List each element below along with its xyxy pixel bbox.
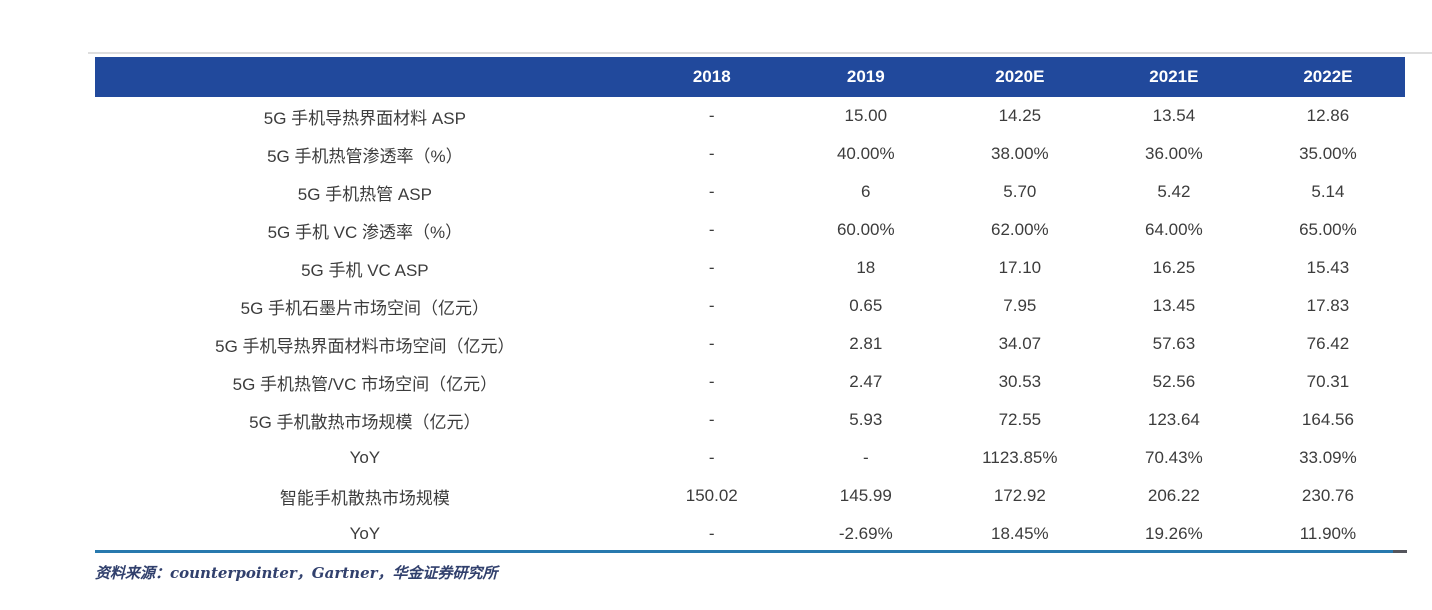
column-header: 2018 (692, 67, 731, 86)
table-row: YoY - - 1123.85% 70.43% 33.09% (95, 439, 1405, 477)
row-label: YoY (349, 448, 381, 467)
cell-value: 62.00% (991, 220, 1049, 239)
cell-value: 34.07 (998, 334, 1042, 353)
cell-value: 70.43% (1145, 448, 1203, 467)
cell-value: 12.86 (1306, 106, 1350, 125)
cell-value: - (708, 144, 715, 163)
table-row: 5G 手机 VC 渗透率（%） - 60.00% 62.00% 64.00% 65.00% (95, 211, 1405, 249)
row-label: 5G 手机导热界面材料市场空间（亿元） (215, 336, 515, 356)
cell-value: 2.81 (849, 334, 883, 353)
column-header: 2021E (1149, 67, 1199, 86)
table-row: 5G 手机导热界面材料市场空间（亿元） - 2.81 34.07 57.63 76.42 (95, 325, 1405, 363)
cell-value: - (708, 448, 715, 467)
cell-value: 123.64 (1147, 410, 1200, 429)
row-label: 5G 手机热管/VC 市场空间（亿元） (232, 374, 498, 394)
cell-value: 52.56 (1152, 372, 1196, 391)
cell-value: 5.70 (1003, 182, 1037, 201)
table-header-row: 2018 2019 2020E 2021E 2022E (95, 57, 1405, 97)
cell-value: -2.69% (838, 524, 893, 543)
cell-value: 230.76 (1301, 486, 1354, 505)
cell-value: 19.26% (1145, 524, 1203, 543)
cell-value: 70.31 (1306, 372, 1350, 391)
cell-value: 145.99 (839, 486, 892, 505)
cell-value: 17.10 (998, 258, 1042, 277)
column-header: 2020E (995, 67, 1045, 86)
cell-value: 18.45% (991, 524, 1049, 543)
cell-value: 33.09% (1299, 448, 1357, 467)
column-header: 2019 (846, 67, 885, 86)
market-forecast-table: 2018 2019 2020E 2021E 2022E 5G 手机导热界面材料 ASP -… (95, 57, 1405, 553)
column-header: 2022E (1303, 67, 1353, 86)
cell-value: 1123.85% (982, 448, 1058, 467)
cell-value: 5.42 (1157, 182, 1191, 201)
row-label: 5G 手机 VC 渗透率（%） (267, 222, 463, 242)
table-row: 5G 手机热管 ASP - 6 5.70 5.42 5.14 (95, 173, 1405, 211)
cell-value: 60.00% (836, 220, 895, 239)
bottom-divider-line (95, 550, 1407, 553)
cell-value: 5.14 (1311, 182, 1345, 201)
cell-value: 13.54 (1152, 106, 1196, 125)
cell-value: - (708, 372, 715, 391)
cell-value: - (708, 220, 715, 239)
table-row: 5G 手机导热界面材料 ASP - 15.00 14.25 13.54 12.86 (95, 97, 1405, 135)
cell-value: 2.47 (849, 372, 883, 391)
row-label: 5G 手机热管渗透率（%） (267, 146, 463, 166)
table-row: 智能手机散热市场规模 150.02 145.99 172.92 206.22 230.76 (95, 477, 1405, 515)
table-row: 5G 手机石墨片市场空间（亿元） - 0.65 7.95 13.45 17.83 (95, 287, 1405, 325)
table-row: 5G 手机热管渗透率（%） - 40.00% 38.00% 36.00% 35.00% (95, 135, 1405, 173)
row-label: YoY (349, 524, 381, 543)
cell-value: 36.00% (1145, 144, 1203, 163)
cell-value: 16.25 (1152, 258, 1196, 277)
cell-value: 57.63 (1152, 334, 1196, 353)
cell-value: 72.55 (998, 410, 1042, 429)
cell-value: 172.92 (993, 486, 1046, 505)
cell-value: - (708, 296, 715, 315)
cell-value: 15.00 (844, 106, 888, 125)
row-label: 5G 手机 VC ASP (301, 260, 429, 280)
table-row: 5G 手机散热市场规模（亿元） - 5.93 72.55 123.64 164.56 (95, 401, 1405, 439)
cell-value: 38.00% (991, 144, 1049, 163)
line-end-cap (1393, 550, 1407, 553)
cell-value: 15.43 (1306, 258, 1350, 277)
cell-value: - (708, 106, 715, 125)
cell-value: 17.83 (1306, 296, 1350, 315)
cell-value: 164.56 (1301, 410, 1354, 429)
cell-value: - (708, 410, 715, 429)
cell-value: - (708, 334, 715, 353)
cell-value: 65.00% (1299, 220, 1357, 239)
table-row: 5G 手机热管/VC 市场空间（亿元） - 2.47 30.53 52.56 70.31 (95, 363, 1405, 401)
row-label: 智能手机散热市场规模 (279, 488, 450, 508)
row-label: 5G 手机导热界面材料 ASP (263, 108, 466, 128)
top-divider-line (88, 52, 1432, 54)
cell-value: 11.90% (1299, 524, 1357, 543)
cell-value: - (708, 524, 715, 543)
cell-value: 5.93 (849, 410, 883, 429)
cell-value: 40.00% (836, 144, 895, 163)
cell-value: - (708, 182, 715, 201)
cell-value: 30.53 (998, 372, 1042, 391)
source-note: 资料来源：counterpointer，Gartner，华金证券研究所 (95, 564, 498, 582)
table-body: 5G 手机导热界面材料 ASP -15.00 14.25 13.54 12.86 5G 手… (95, 97, 1405, 553)
cell-value: 35.00% (1299, 144, 1357, 163)
cell-value: 76.42 (1306, 334, 1350, 353)
cell-value: 13.45 (1152, 296, 1196, 315)
cell-value: 64.00% (1145, 220, 1203, 239)
row-label: 5G 手机石墨片市场空间（亿元） (240, 298, 490, 318)
cell-value: - (708, 258, 715, 277)
cell-value: 18 (856, 258, 876, 277)
cell-value: 7.95 (1003, 296, 1037, 315)
cell-value: - (862, 448, 869, 467)
row-label: 5G 手机散热市场规模（亿元） (249, 412, 481, 432)
cell-value: 206.22 (1147, 486, 1200, 505)
cell-value: 150.02 (685, 486, 738, 505)
table-row: YoY - -2.69% 18.45% 19.26% 11.90% (95, 515, 1405, 553)
row-label: 5G 手机热管 ASP (297, 184, 432, 204)
cell-value: 6 (861, 182, 871, 201)
table-row: 5G 手机 VC ASP - 18 17.10 16.25 15.43 (95, 249, 1405, 287)
cell-value: 14.25 (998, 106, 1042, 125)
cell-value: 0.65 (849, 296, 883, 315)
